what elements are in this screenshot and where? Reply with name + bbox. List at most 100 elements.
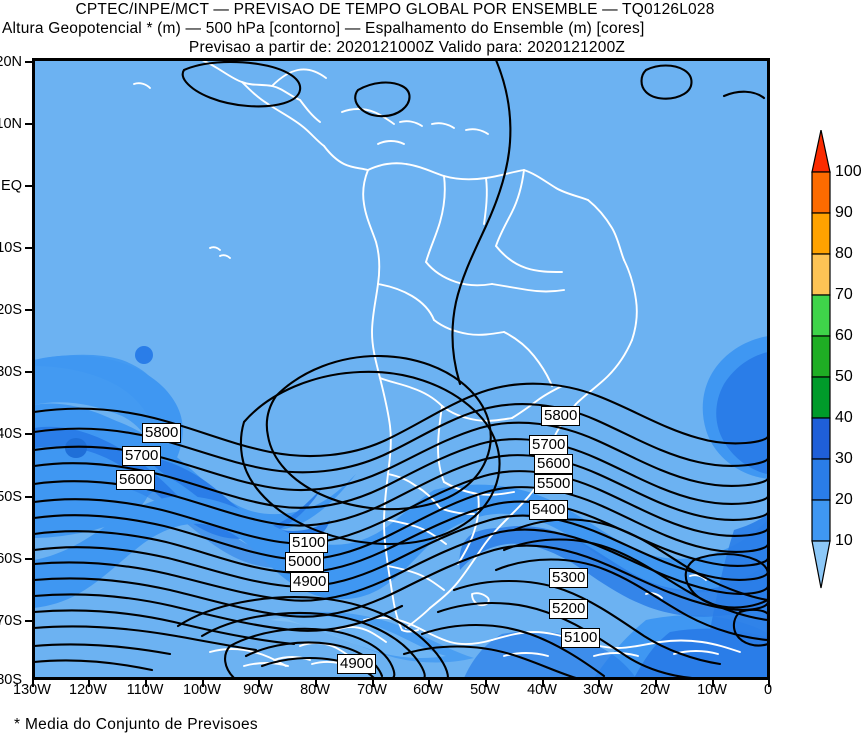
ytick-mark: [25, 247, 32, 249]
xtick-mark: [315, 680, 317, 687]
colorbar-band-70-80: [811, 253, 831, 296]
colorbar-tick-label: 60: [835, 327, 853, 344]
spread-band-10-20-blobs: [34, 355, 356, 533]
colorbar-band-60-70: [811, 294, 831, 337]
xtick-label: 40W: [527, 682, 557, 698]
colorbar-tick-label: 30: [835, 450, 853, 467]
xtick-label: 50W: [470, 682, 500, 698]
xtick-label: 30W: [583, 682, 613, 698]
ytick-mark: [25, 433, 32, 435]
contour-label: 5600: [116, 470, 156, 490]
colorbar-band-20-30: [811, 458, 831, 501]
contour-label: 5500: [534, 474, 574, 494]
contour-label: 5300: [549, 568, 589, 588]
ytick-label: 50S: [0, 489, 22, 505]
ytick-label: 20N: [0, 54, 22, 70]
ytick-label: 60S: [0, 551, 22, 567]
colorbar-tick-label: 70: [835, 286, 853, 303]
ytick-mark: [25, 558, 32, 560]
ytick-label: EQ: [1, 178, 22, 194]
xtick-label: 0: [763, 682, 773, 698]
ytick-label: 20S: [0, 302, 22, 318]
xtick-label: 80W: [300, 682, 330, 698]
coastlines: [133, 60, 741, 669]
ytick-mark: [25, 371, 32, 373]
xtick-mark: [655, 680, 657, 687]
xtick-label: 90W: [243, 682, 273, 698]
xtick-mark: [372, 680, 374, 687]
colorbar-band-90-100: [811, 171, 831, 214]
contour-label: 5400: [529, 500, 569, 520]
spread-spot-pacific-2: [65, 438, 87, 458]
colorbar-tick-label: 10: [835, 532, 853, 549]
contour-label: 4900: [337, 654, 377, 674]
colorbar-extend-min-arrow: [811, 540, 831, 589]
colorbar-band-10-20: [811, 499, 831, 542]
xtick-label: 100W: [183, 682, 221, 698]
xtick-mark: [428, 680, 430, 687]
xtick-mark: [145, 680, 147, 687]
colorbar-tick-label: 50: [835, 368, 853, 385]
ytick-label: 40S: [0, 426, 22, 442]
chart-title-forecast-times: Previsao a partir de: 2020121000Z Valido…: [188, 39, 626, 56]
xtick-mark: [202, 680, 204, 687]
contour-label: 5700: [529, 435, 569, 455]
contour-label: 5800: [541, 406, 581, 426]
colorbar-svg: [811, 129, 831, 589]
colorbar-band-80-90: [811, 212, 831, 255]
contour-label: 5100: [289, 533, 329, 553]
colorbar-tick-label: 90: [835, 204, 853, 221]
contour-label: 5200: [549, 599, 589, 619]
xtick-mark: [32, 680, 34, 687]
colorbar-band-30-40: [811, 417, 831, 460]
ytick-label: 70S: [0, 613, 22, 629]
contour-lines: [34, 60, 768, 678]
colorbar-band-40-50: [811, 376, 831, 419]
title-block: CPTEC/INPE/MCT — PREVISAO DE TEMPO GLOBA…: [0, 0, 790, 57]
xtick-label: 70W: [357, 682, 387, 698]
colorbar-band-50-60: [811, 335, 831, 378]
contour-label: 5600: [534, 454, 574, 474]
contour-label: 5700: [122, 446, 162, 466]
colorbar-tick-label: 80: [835, 245, 853, 262]
chart-title-variable: Altura Geopotencial * (m) — 500 hPa [con…: [2, 20, 645, 37]
xtick-mark: [88, 680, 90, 687]
ytick-mark: [25, 496, 32, 498]
colorbar-tick-label: 20: [835, 491, 853, 508]
contour-label: 5800: [142, 423, 182, 443]
xtick-label: 130W: [13, 682, 51, 698]
xtick-label: 60W: [413, 682, 443, 698]
xtick-mark: [768, 680, 770, 687]
ytick-mark: [25, 620, 32, 622]
map-plot-area: 5800 5700 5600 5100 5000 4900 4900 5800 …: [32, 58, 770, 680]
chart-title-main: CPTEC/INPE/MCT — PREVISAO DE TEMPO GLOBA…: [75, 1, 715, 18]
xtick-mark: [542, 680, 544, 687]
colorbar: 100 90 80 70 60 50 40 30 20 10: [795, 129, 865, 600]
colorbar-tick-label: 40: [835, 409, 853, 426]
ytick-mark: [25, 185, 32, 187]
map-plot-svg: [34, 60, 768, 678]
xtick-label: 10W: [697, 682, 727, 698]
contour-label: 5100: [561, 628, 601, 648]
xtick-mark: [485, 680, 487, 687]
contour-label: 5000: [285, 552, 325, 572]
ytick-label: 30S: [0, 364, 22, 380]
colorbar-extend-max-arrow: [811, 129, 831, 173]
ytick-label: 80S: [0, 672, 22, 688]
ytick-mark: [25, 309, 32, 311]
colorbar-tick-label: 100: [835, 163, 862, 180]
ytick-mark: [25, 123, 32, 125]
xtick-mark: [598, 680, 600, 687]
footer-note: * Media do Conjunto de Previsoes: [14, 716, 258, 733]
ytick-label: 10S: [0, 240, 22, 256]
ytick-mark: [25, 61, 32, 63]
xtick-label: 110W: [126, 682, 164, 698]
ytick-label: 10N: [0, 116, 22, 132]
xtick-label: 20W: [640, 682, 670, 698]
xtick-mark: [712, 680, 714, 687]
spread-spot-pacific: [135, 346, 153, 364]
xtick-label: 120W: [69, 682, 107, 698]
contour-label: 4900: [290, 572, 330, 592]
xtick-mark: [258, 680, 260, 687]
